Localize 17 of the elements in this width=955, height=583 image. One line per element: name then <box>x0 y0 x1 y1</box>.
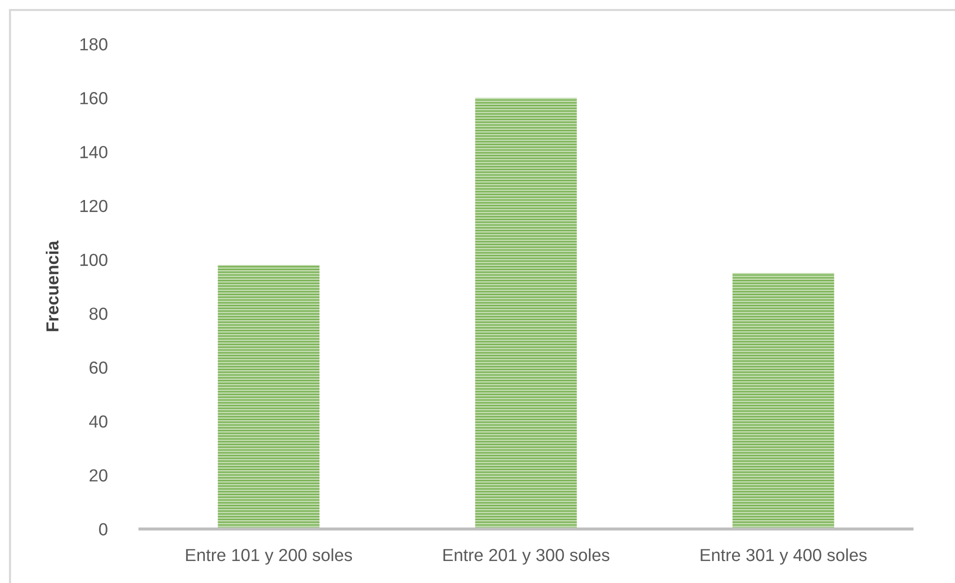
y-tick-label: 20 <box>90 469 108 482</box>
y-tick-label: 80 <box>90 308 108 320</box>
y-axis-title: Frecuencia <box>46 240 59 332</box>
x-tick-label: Entre 201 y 300 soles <box>443 548 610 565</box>
y-tick-label: 180 <box>80 38 108 50</box>
y-tick-label: 140 <box>80 146 108 158</box>
y-tick-label: 0 <box>99 523 108 536</box>
y-tick-label: 40 <box>89 415 108 428</box>
y-tick-label: 160 <box>80 92 108 104</box>
bar <box>475 98 577 529</box>
bar <box>732 273 834 529</box>
bar <box>218 264 320 529</box>
y-tick-label: 60 <box>90 362 108 374</box>
y-tick-label: 120 <box>80 200 108 212</box>
y-tick-label: 100 <box>80 254 108 266</box>
x-tick-label: Entre 101 y 200 soles <box>186 548 352 565</box>
x-tick-label: Entre 301 y 400 soles <box>700 548 867 565</box>
